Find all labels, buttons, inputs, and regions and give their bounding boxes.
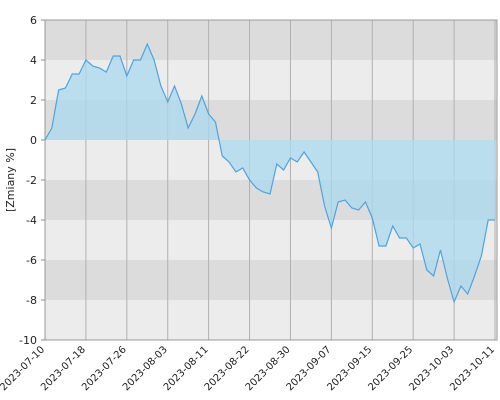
background-band	[45, 20, 497, 60]
y-tick-label: -8	[26, 294, 37, 307]
y-tick-label: 2	[30, 94, 37, 107]
y-tick-label: -4	[26, 214, 37, 227]
background-band	[45, 260, 497, 300]
line	[44, 42, 495, 304]
y-tick-label: -10	[19, 334, 37, 347]
y-tick-label: 6	[30, 14, 37, 27]
y-tick-label: -6	[26, 254, 37, 267]
y-tick-label: -2	[26, 174, 37, 187]
plot-frame	[44, 19, 498, 341]
y-tick-label: 0	[30, 134, 37, 147]
y-axis-label: [Zmiany %]	[4, 148, 17, 212]
area-fill	[45, 44, 495, 302]
y-tick-label: 4	[30, 54, 37, 67]
background-band	[45, 300, 497, 340]
